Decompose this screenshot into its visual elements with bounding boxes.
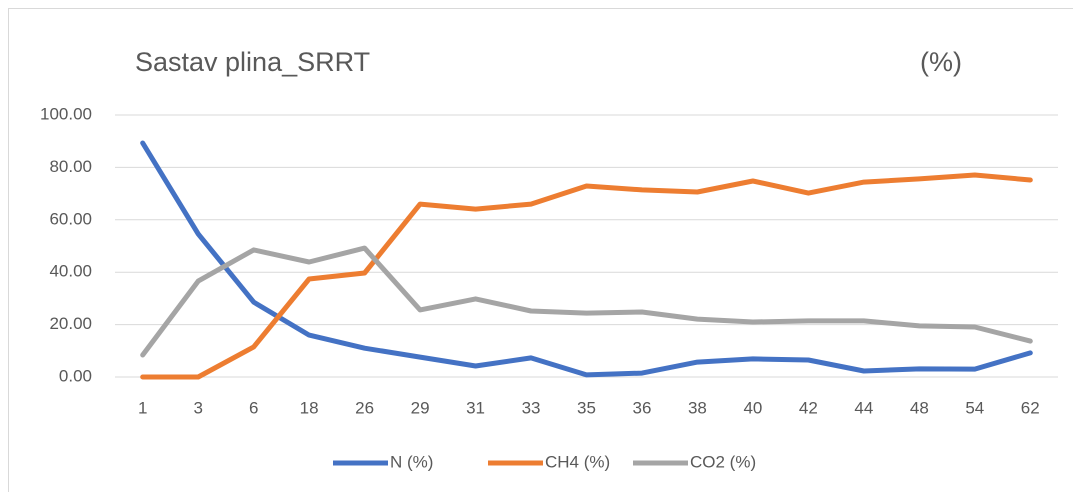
legend-label: CH4 (%) [545, 452, 610, 471]
x-tick-label: 6 [249, 398, 258, 417]
x-tick-label: 3 [193, 398, 202, 417]
legend-label: CO2 (%) [690, 452, 756, 471]
x-tick-label: 33 [522, 398, 541, 417]
x-tick-label: 29 [411, 398, 430, 417]
x-tick-label: 44 [854, 398, 873, 417]
x-tick-label: 38 [688, 398, 707, 417]
x-tick-label: 1 [138, 398, 147, 417]
chart-frame [8, 8, 1073, 492]
y-tick-label: 80.00 [49, 157, 92, 176]
series-line [140, 140, 1033, 378]
x-tick-label: 54 [965, 398, 984, 417]
x-tick-label: 40 [743, 398, 762, 417]
y-tick-label: 100.00 [40, 104, 92, 123]
x-tick-label: 35 [577, 398, 596, 417]
series-line [140, 172, 1033, 380]
x-tick-label: 62 [1021, 398, 1040, 417]
chart-title: Sastav plina_SRRT [135, 47, 370, 77]
x-tick-label: 48 [910, 398, 929, 417]
x-tick-label: 42 [799, 398, 818, 417]
y-label: (%) [920, 47, 962, 77]
x-tick-label: 31 [466, 398, 485, 417]
y-tick-label: 20.00 [49, 314, 92, 333]
series-line [140, 245, 1033, 358]
x-tick-label: 18 [300, 398, 319, 417]
y-tick-label: 0.00 [59, 366, 92, 385]
x-tick-label: 26 [355, 398, 374, 417]
x-tick-label: 36 [633, 398, 652, 417]
legend-label: N (%) [390, 452, 433, 471]
y-tick-label: 60.00 [49, 209, 92, 228]
y-tick-label: 40.00 [49, 262, 92, 281]
